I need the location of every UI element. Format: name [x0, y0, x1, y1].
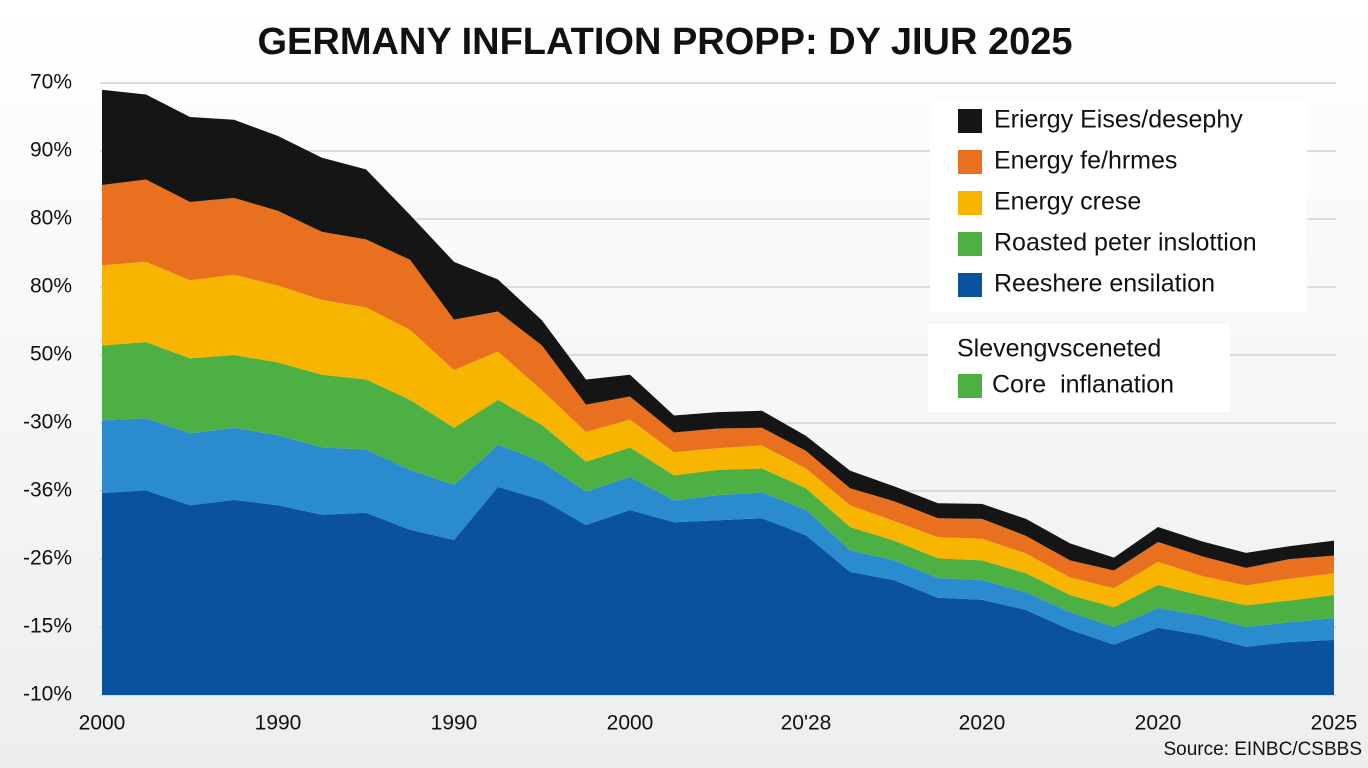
source: Source: EINBC/CSBBS: [1163, 739, 1362, 760]
x-tick-label: 1990: [431, 712, 478, 735]
x-tick-label: 2025: [1311, 712, 1358, 735]
legend-label: Reeshere ensilation: [994, 270, 1215, 298]
area: [102, 261, 1334, 608]
y-tick-label: 70%: [30, 71, 72, 94]
plot-area: [100, 82, 1336, 696]
legend-swatch: [958, 374, 982, 398]
x-tick-label: 2020: [1135, 712, 1182, 735]
y-tick-label: 90%: [30, 139, 72, 162]
x-tick-label: 2020: [959, 712, 1006, 735]
legend-swatch: [958, 191, 982, 215]
legend-title: Slevengvsceneted: [957, 335, 1161, 363]
y-tick-label: -36%: [23, 479, 72, 502]
area: [102, 179, 1334, 589]
x-tick-label: 1990: [255, 712, 302, 735]
legend-label: Core inflanation: [992, 371, 1174, 399]
y-tick-label: 80%: [30, 207, 72, 230]
x-tick-label: 20'28: [781, 712, 832, 735]
area: [102, 418, 1334, 647]
area: [102, 89, 1334, 571]
legend-swatch: [958, 109, 982, 133]
legend-label: Roasted peter inslottion: [994, 229, 1257, 257]
y-tick-label: 80%: [30, 275, 72, 298]
y-tick-label: -10%: [23, 683, 72, 706]
legend-swatch: [958, 232, 982, 256]
legend-box: [930, 100, 1307, 312]
area: [102, 486, 1334, 695]
legend-swatch: [958, 273, 982, 297]
legend-label: Energy crese: [994, 188, 1141, 216]
chart-title: GERMANY INFLATION PROPP: DY JIUR 2025: [257, 21, 1072, 63]
legend-swatch: [958, 150, 982, 174]
y-tick-label: -15%: [23, 615, 72, 638]
legend-label: Eriergy Eises/desephy: [994, 106, 1243, 134]
area: [102, 342, 1334, 627]
y-tick-label: 50%: [30, 343, 72, 366]
x-tick-label: 2000: [607, 712, 654, 735]
y-tick-label: -26%: [23, 547, 72, 570]
y-tick-label: -30%: [23, 411, 72, 434]
x-tick-label: 2000: [79, 712, 126, 735]
legend-label: Energy fe/hrmes: [994, 147, 1177, 175]
